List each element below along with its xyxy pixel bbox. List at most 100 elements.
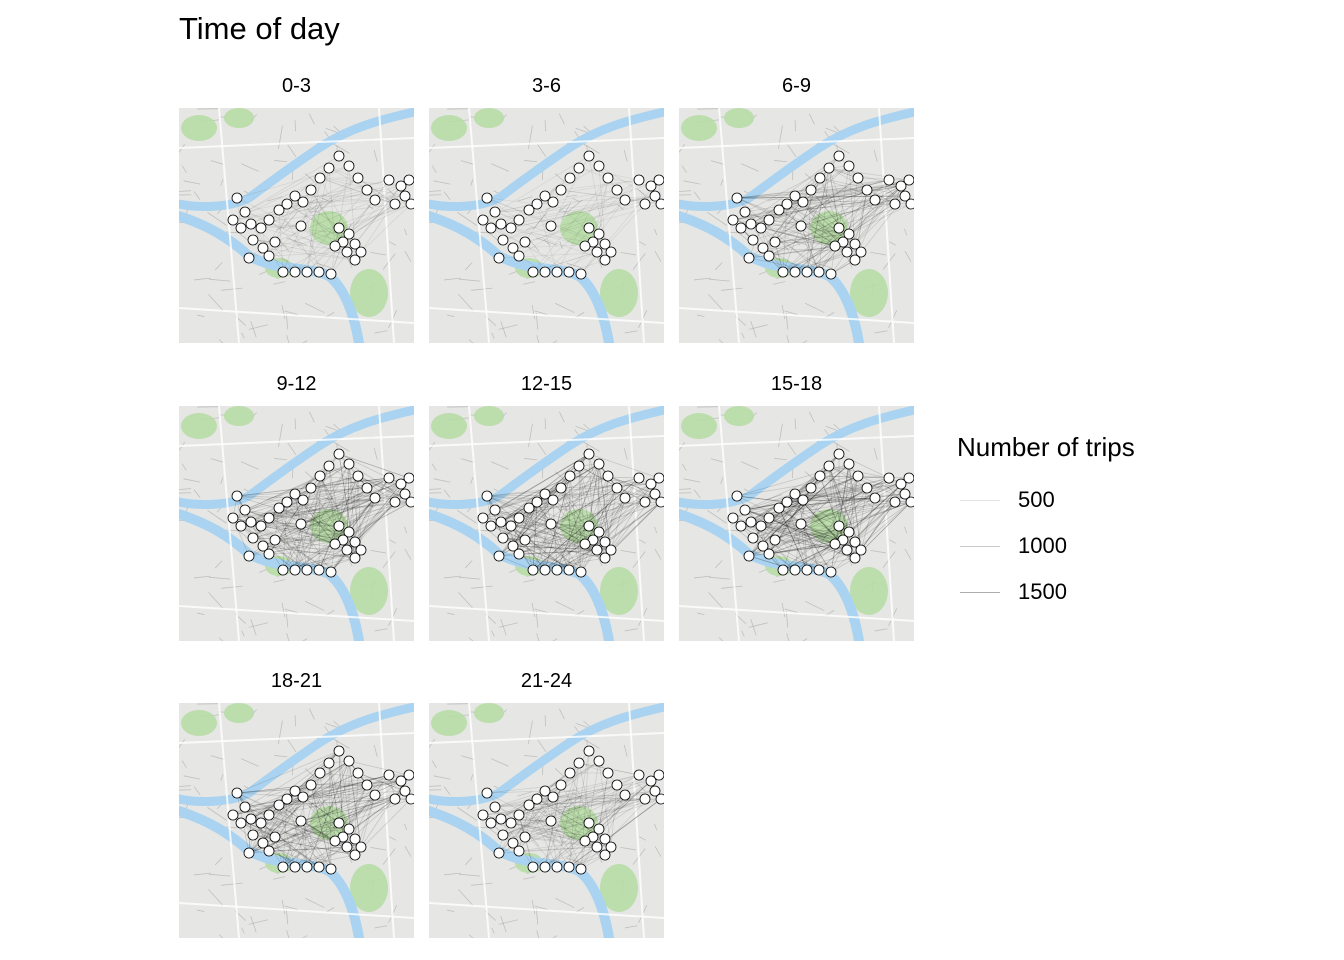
trip-line <box>524 798 538 838</box>
trip-line <box>604 794 626 840</box>
trip-line <box>330 483 402 573</box>
trip-line <box>486 790 546 794</box>
terrain-line <box>816 497 833 511</box>
trip-line <box>584 487 618 545</box>
trip-line <box>236 197 336 247</box>
station-marker <box>341 841 353 853</box>
park-area <box>431 115 467 141</box>
station-marker <box>383 769 395 781</box>
station-marker <box>343 526 355 538</box>
trip-line <box>518 517 586 545</box>
trip-line <box>778 209 844 243</box>
trip-line <box>532 525 590 571</box>
trip-line <box>560 487 594 541</box>
trip-line <box>560 483 652 489</box>
trip-line <box>274 539 296 571</box>
terrain-line <box>447 612 455 616</box>
station-marker <box>523 799 535 811</box>
station-marker <box>513 809 525 821</box>
station-marker <box>579 538 591 550</box>
station-marker <box>743 252 755 264</box>
trip-line <box>286 203 362 253</box>
terrain-line <box>443 277 461 281</box>
trip-line <box>502 794 626 836</box>
trip-line <box>598 760 612 848</box>
terrain-line <box>387 188 396 197</box>
trip-line <box>310 189 344 243</box>
trip-line <box>578 465 586 545</box>
station-marker <box>355 841 367 853</box>
trip-line <box>502 822 590 836</box>
terrain-line <box>373 744 378 757</box>
terrain-line <box>304 173 315 182</box>
terrain-line <box>490 163 509 172</box>
station-marker <box>323 460 335 472</box>
trip-line <box>528 477 640 509</box>
trip-line <box>598 177 609 235</box>
station-marker <box>281 496 293 508</box>
terrain-line <box>443 191 451 200</box>
station-marker <box>645 775 657 787</box>
terrain-line <box>774 458 788 461</box>
trip-line <box>828 465 862 551</box>
station-marker <box>289 861 301 873</box>
trip-line <box>828 465 868 489</box>
terrain-line <box>787 442 797 456</box>
terrain-line <box>443 872 461 876</box>
trip-line <box>532 523 552 571</box>
trip-line <box>736 495 788 503</box>
trip-line <box>580 203 646 275</box>
terrain-line <box>183 775 201 780</box>
trip-line <box>748 501 896 557</box>
trip-line <box>294 772 321 868</box>
trip-line <box>294 866 332 870</box>
station-marker <box>602 470 614 482</box>
station-marker <box>485 817 497 829</box>
station-marker <box>333 817 345 829</box>
terrain-line <box>181 760 187 768</box>
park-area <box>850 269 888 317</box>
trip-line <box>598 487 618 533</box>
terrain-line <box>208 873 231 877</box>
trip-line <box>278 774 390 806</box>
trip-line <box>500 818 590 824</box>
trip-line <box>524 493 656 541</box>
station-marker <box>289 488 301 500</box>
terrain-line <box>281 602 286 617</box>
trip-line <box>494 463 600 511</box>
station-marker <box>297 494 309 506</box>
terrain-line <box>534 905 549 911</box>
terrain-line <box>867 502 874 508</box>
trip-line <box>348 463 362 551</box>
station-marker <box>869 194 881 206</box>
terrain-line <box>193 277 211 281</box>
terrain-line <box>240 461 259 470</box>
station-marker <box>527 861 539 873</box>
terrain-line <box>220 477 224 484</box>
trip-line <box>552 499 558 571</box>
trip-line <box>782 189 868 273</box>
station-marker <box>281 793 293 805</box>
trip-line <box>580 750 590 870</box>
terrain-line <box>443 575 461 579</box>
trip-line <box>510 525 570 571</box>
trip-line <box>578 465 646 503</box>
terrain-line <box>773 281 786 285</box>
station-marker <box>352 172 364 184</box>
station-marker <box>619 194 631 206</box>
trip-line <box>760 203 896 229</box>
terrain-line <box>429 785 442 787</box>
trip-line <box>357 177 396 205</box>
terrain-line <box>218 934 224 938</box>
trip-line <box>268 499 304 519</box>
station-marker <box>495 218 507 230</box>
trip-line <box>318 557 356 571</box>
station-marker <box>639 198 651 210</box>
trip-line <box>486 483 652 497</box>
trip-line <box>800 523 808 571</box>
trip-line <box>732 179 910 221</box>
trip-line <box>828 167 910 181</box>
trip-line <box>310 780 402 786</box>
trip-line <box>360 179 410 253</box>
trip-line <box>494 780 652 808</box>
